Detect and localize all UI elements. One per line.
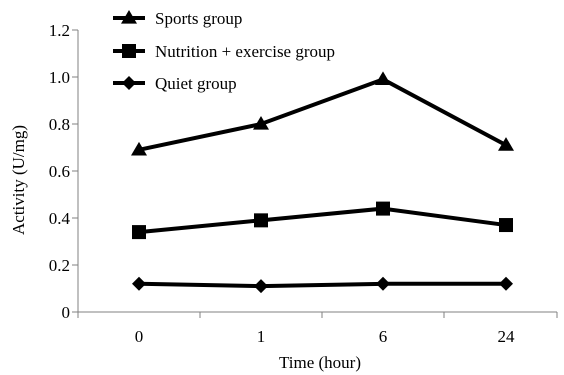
data-point: [254, 213, 268, 228]
series-2: [132, 276, 513, 294]
legend-marker: [121, 10, 137, 24]
x-tick-label: 6: [379, 327, 388, 346]
legend-marker: [122, 76, 136, 90]
series-layer: [131, 71, 514, 294]
axes: 0 0.2 0.4 0.6 0.8 1.0 1.2 0 1 6 24: [49, 21, 558, 346]
y-tick-label: 0: [62, 303, 71, 322]
series-0: [131, 71, 514, 156]
legend-label: Sports group: [155, 9, 242, 28]
data-point: [131, 141, 147, 156]
data-point: [376, 276, 390, 291]
data-point: [499, 218, 513, 233]
data-point: [254, 279, 268, 294]
x-tick-label: 24: [498, 327, 516, 346]
legend-label: Nutrition + exercise group: [155, 42, 335, 61]
x-tick-label: 1: [257, 327, 266, 346]
y-tick-label: 1.0: [49, 68, 70, 87]
series-line: [138, 206, 507, 235]
y-tick-label: 0.2: [49, 256, 70, 275]
data-point: [499, 276, 513, 291]
data-point: [498, 137, 514, 151]
series-line: [138, 281, 506, 289]
x-axis-label: Time (hour): [279, 353, 361, 372]
data-point: [132, 225, 146, 240]
data-point: [253, 116, 269, 130]
legend-marker: [122, 44, 136, 58]
series-line: [138, 77, 507, 152]
y-tick-label: 0.4: [49, 209, 71, 228]
data-point: [375, 71, 391, 85]
legend-label: Quiet group: [155, 74, 237, 93]
data-point: [376, 201, 390, 216]
legend: Sports group Nutrition + exercise group Qu…: [113, 9, 335, 93]
x-tick-label: 0: [135, 327, 144, 346]
y-tick-label: 0.8: [49, 115, 70, 134]
y-axis-label: Activity (U/mg): [9, 125, 28, 235]
y-tick-label: 1.2: [49, 21, 70, 40]
y-tick-label: 0.6: [49, 162, 70, 181]
series-1: [132, 201, 513, 240]
data-point: [132, 276, 146, 291]
